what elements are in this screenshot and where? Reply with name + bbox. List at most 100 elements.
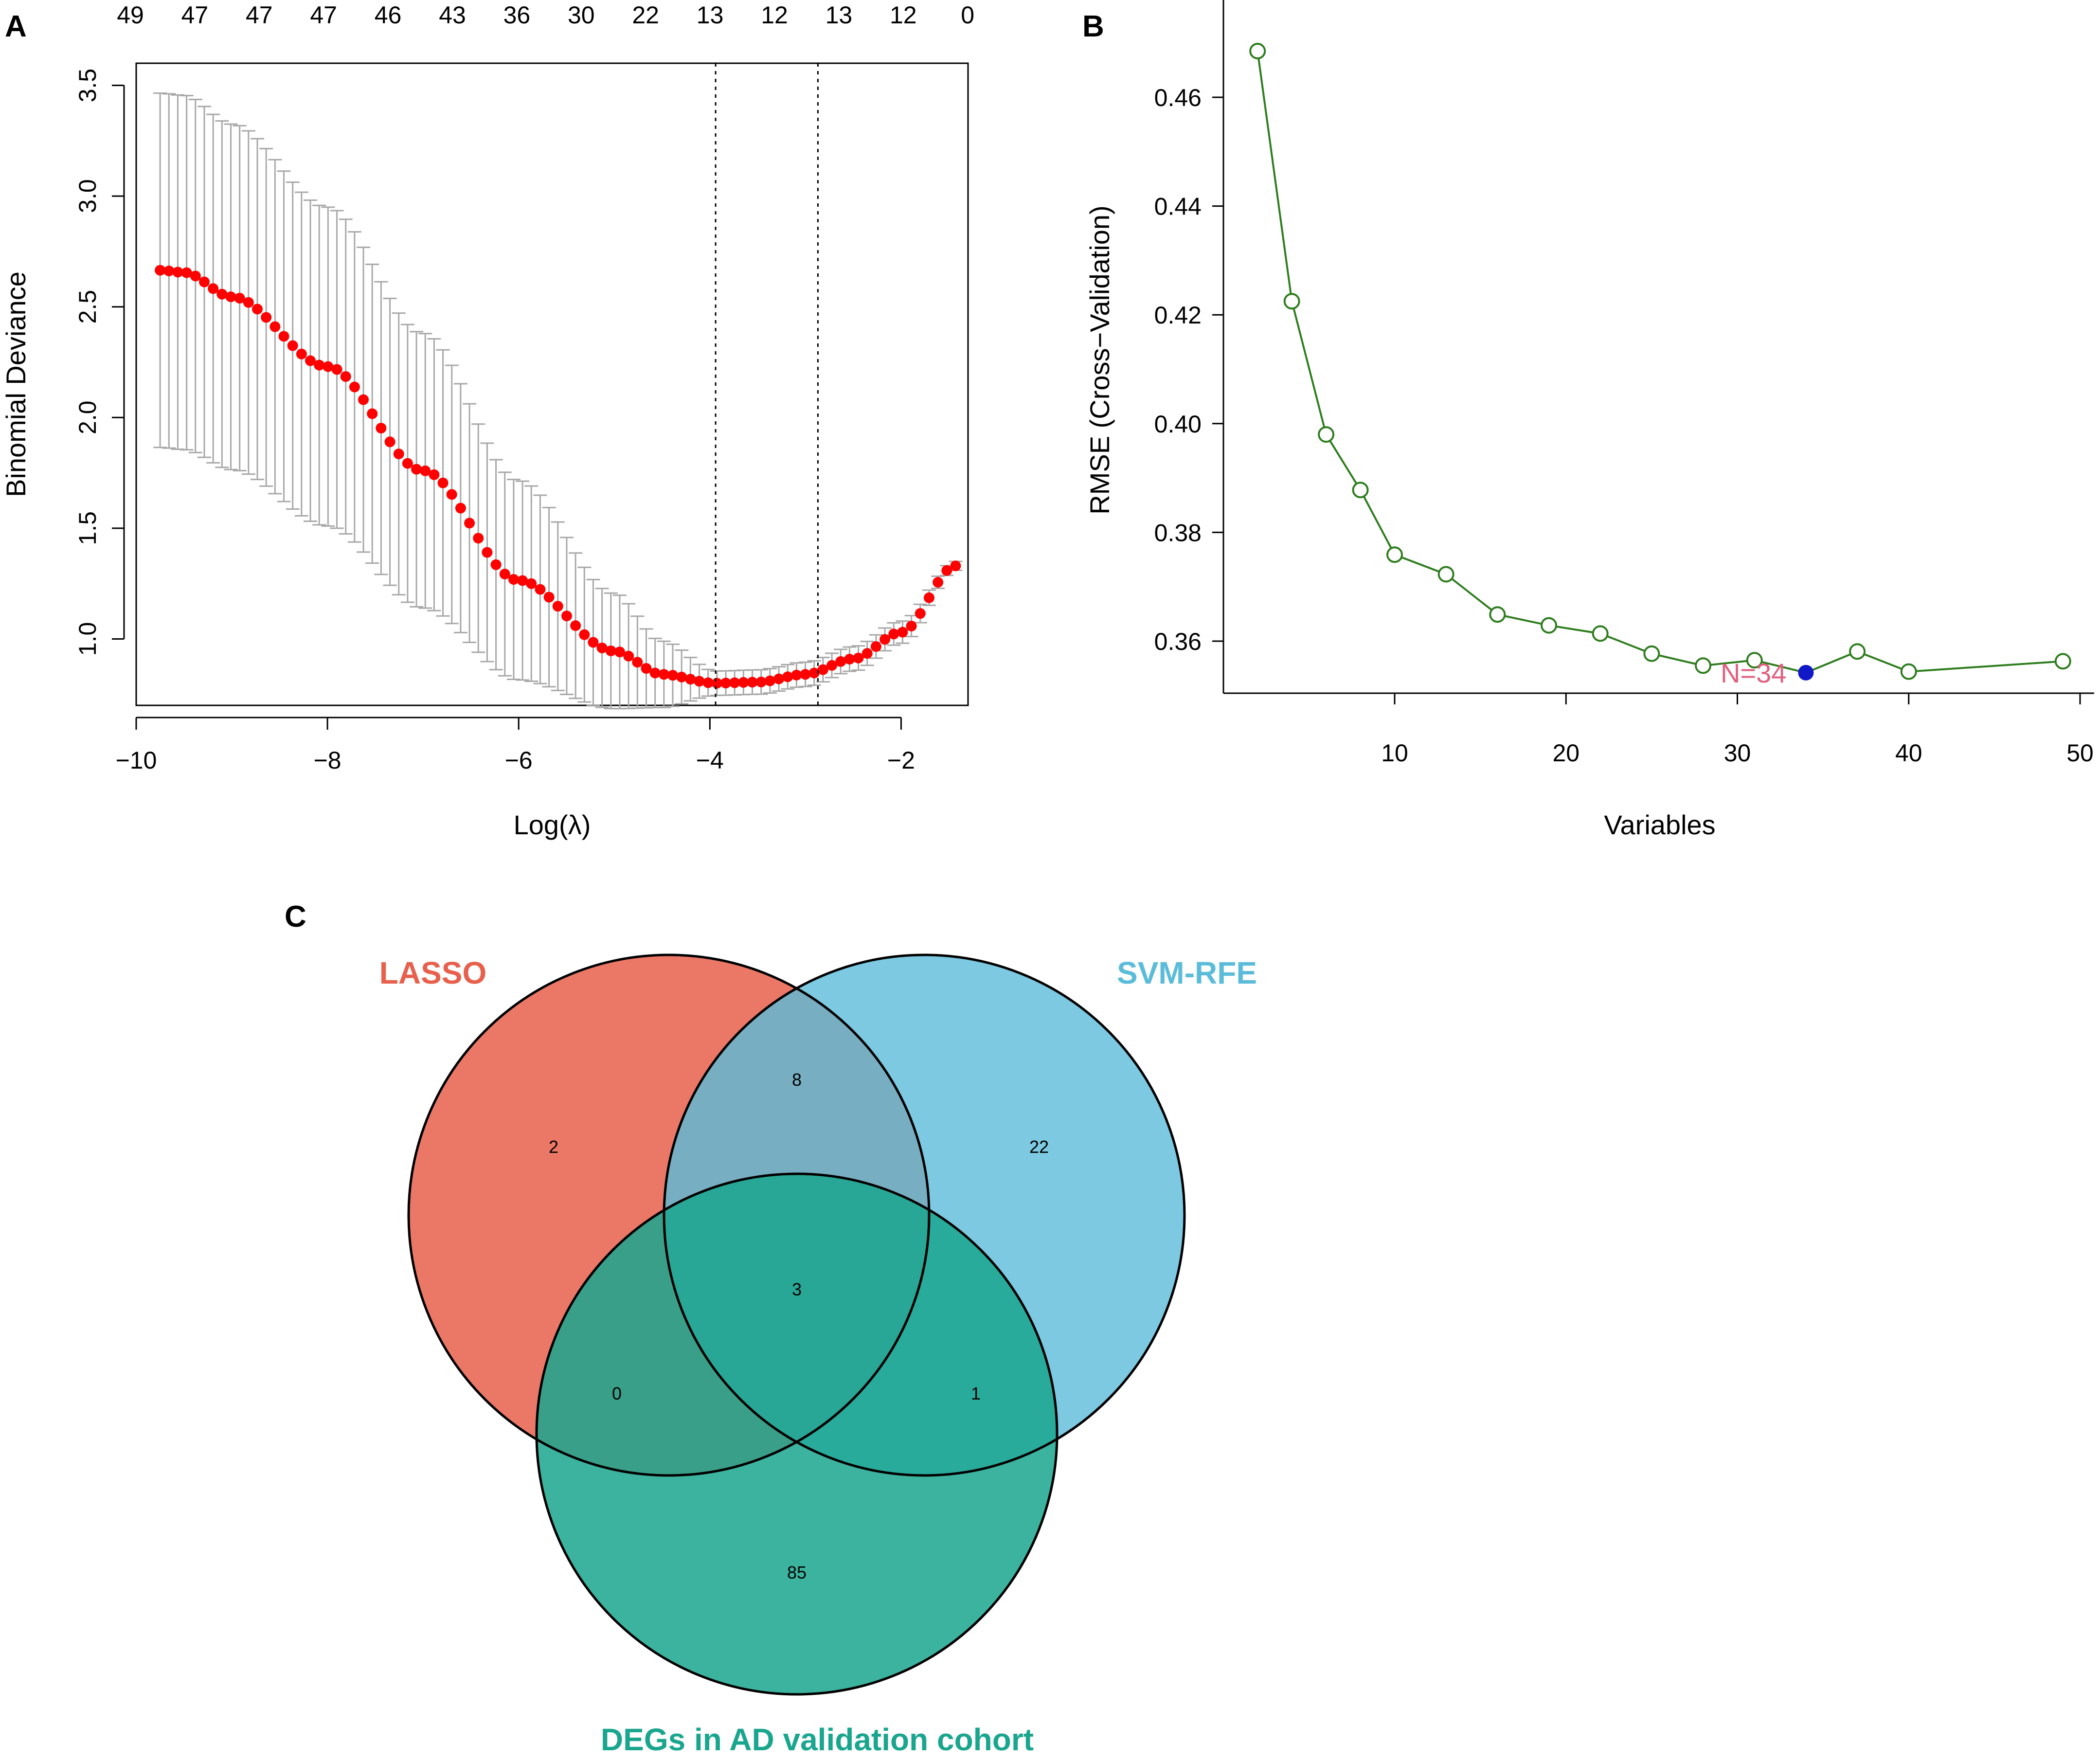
deviance-point [800, 669, 811, 680]
panel-b-x-axis: 10 20 30 40 50 [1381, 693, 2094, 767]
count-svm-only: 22 [1029, 1137, 1049, 1157]
deviance-point [870, 641, 881, 652]
deviance-point [384, 436, 395, 448]
deviance-point [296, 348, 307, 359]
deviance-point [367, 408, 378, 419]
y-tick-label: 2.5 [74, 290, 101, 324]
deviance-point [747, 677, 758, 688]
rmse-points [1249, 42, 2071, 681]
panel-a-points [155, 265, 961, 689]
deviance-point [835, 656, 846, 667]
deviance-point [773, 673, 785, 684]
deviance-point [305, 355, 316, 366]
deviance-point [543, 592, 555, 603]
deviance-point [817, 664, 828, 675]
deviance-point [596, 642, 608, 653]
deviance-point [216, 288, 228, 300]
deviance-point [649, 667, 661, 679]
deviance-point [535, 584, 546, 595]
deviance-point [552, 601, 563, 612]
deviance-point [658, 669, 669, 680]
deviance-point [358, 394, 369, 405]
x-tick-label: −6 [505, 747, 533, 774]
count-deg-only: 85 [787, 1562, 807, 1582]
panel-b-y-axis: 0.36 0.38 0.40 0.42 0.44 0.46 [1154, 84, 1223, 655]
deviance-point [517, 575, 528, 586]
panel-a-plot-frame [135, 62, 969, 706]
top-axis-label: 43 [439, 1, 466, 29]
deviance-point [323, 361, 334, 372]
deviance-point [605, 645, 616, 656]
deviance-point [720, 678, 732, 689]
deviance-point [738, 677, 749, 688]
y-tick-label: 1.5 [74, 511, 101, 545]
deviance-point [579, 629, 590, 640]
deviance-point [755, 676, 767, 687]
deviance-point [198, 276, 210, 287]
deviance-point [561, 611, 572, 622]
deviance-point [570, 620, 581, 631]
venn-svm-outline [663, 953, 1186, 1477]
y-tick-label: 0.36 [1154, 628, 1202, 655]
deviance-point [261, 312, 272, 323]
deviance-point [694, 676, 705, 687]
rmse-point [1249, 42, 1266, 59]
top-axis-label: 13 [697, 1, 724, 29]
top-axis-label: 13 [826, 1, 853, 29]
panel-a-y-axis: 1.0 1.5 2.0 2.5 3.0 3.5 [74, 69, 125, 656]
deviance-point [473, 533, 484, 544]
x-tick-label: 10 [1381, 739, 1408, 767]
panel-a-x-label: Log(λ) [514, 809, 591, 840]
deviance-point [234, 292, 245, 304]
deviance-point [155, 265, 166, 276]
deviance-point [402, 458, 413, 469]
venn-deg-label: DEGs in AD validation cohort [601, 1722, 1034, 1757]
panel-a-error-bars [153, 92, 963, 710]
top-axis-label: 49 [117, 1, 144, 29]
x-tick-label: −8 [314, 747, 341, 774]
deviance-point [437, 477, 449, 488]
deviance-point [455, 503, 466, 514]
top-axis-label: 47 [310, 1, 337, 29]
deviance-point [190, 270, 201, 282]
y-tick-label: 3.5 [74, 69, 101, 103]
panel-a: A 49 47 47 47 46 43 36 30 22 13 12 13 12 0 −10 −8 −6 −4−… [0, 1, 974, 840]
deviance-point [314, 359, 325, 371]
deviance-point [269, 321, 281, 332]
count-lasso-deg: 0 [612, 1383, 622, 1403]
deviance-point [490, 559, 502, 570]
deviance-point [287, 340, 298, 351]
deviance-point [349, 381, 360, 393]
deviance-point [623, 650, 634, 662]
deviance-point [915, 608, 926, 619]
panel-c-letter: C [285, 900, 306, 934]
deviance-point [482, 547, 493, 558]
rmse-point [1643, 645, 1660, 662]
x-tick-label: 30 [1724, 739, 1751, 767]
venn-deg-circle [537, 1174, 1057, 1694]
y-tick-label: 1.0 [74, 622, 101, 656]
deviance-point [879, 634, 891, 645]
deviance-point [429, 469, 440, 480]
deviance-point [702, 677, 714, 688]
best-n-annotation: N=34 [1721, 658, 1786, 688]
y-tick-label: 3.0 [74, 179, 101, 213]
top-axis-label: 46 [375, 1, 402, 29]
rmse-point [1489, 606, 1506, 623]
deviance-point [862, 648, 873, 659]
deviance-point [614, 647, 625, 658]
panel-b-letter: B [1082, 10, 1104, 43]
y-tick-label: 0.42 [1154, 302, 1202, 329]
deviance-point [278, 331, 289, 342]
rmse-point [1352, 482, 1369, 499]
deviance-point [676, 671, 687, 682]
deviance-point [172, 267, 183, 278]
x-tick-label: 50 [2066, 739, 2094, 767]
rmse-point [1849, 643, 1866, 660]
rmse-point [1437, 566, 1454, 583]
venn-deg-outline [535, 1172, 1059, 1696]
y-tick-label: 0.46 [1154, 84, 1202, 111]
count-lasso-only: 2 [549, 1137, 558, 1157]
panel-b: B 10 20 30 40 50 0.36 0.38 0.40 0.42 0.44 0.46 N=… [1082, 0, 2094, 840]
